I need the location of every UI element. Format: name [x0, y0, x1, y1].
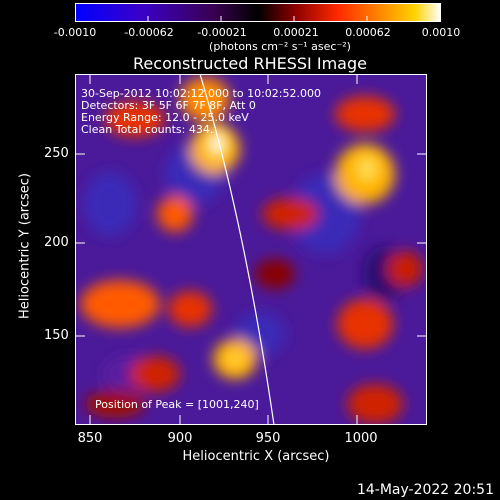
colorbar-tick-label: 0.0010 — [421, 26, 461, 39]
clean-counts-text: Clean Total counts: 434. — [81, 123, 214, 136]
colorbar-unit-label: (photons cm⁻² s⁻¹ asec⁻²) — [209, 40, 351, 53]
peak-position-text: Position of Peak = [1001,240] — [95, 398, 259, 411]
x-tick-label: 850 — [77, 431, 103, 446]
y-tick-label: 200 — [44, 235, 69, 250]
detectors-text: Detectors: 3F 5F 6F 7F 8F, Att 0 — [81, 99, 256, 112]
y-tick-label: 250 — [44, 146, 69, 161]
footer-date: 14-May-2022 20:51 — [356, 482, 494, 498]
x-axis-label: Heliocentric X (arcsec) — [182, 449, 330, 464]
y-tick-label: 150 — [44, 328, 69, 343]
colorbar-tick-label: 0.00062 — [345, 26, 391, 39]
energy-range-text: Energy Range: 12.0 - 25.0 keV — [81, 111, 249, 124]
x-tick-label: 950 — [255, 431, 281, 446]
axis-ticks — [75, 74, 427, 425]
time-range-text: 30-Sep-2012 10:02:12.000 to 10:02:52.000 — [81, 87, 321, 100]
colorbar-tick-label: -0.00021 — [197, 26, 247, 39]
colorbar — [75, 3, 441, 22]
colorbar-tick-label: -0.0010 — [53, 26, 97, 39]
solar-limb-line — [199, 74, 275, 425]
image-blobs — [80, 77, 423, 424]
colorbar-tick-label: 0.00021 — [273, 26, 319, 39]
plot-title: Reconstructed RHESSI Image — [133, 54, 367, 73]
colorbar-tick-label: -0.00062 — [124, 26, 174, 39]
x-tick-label: 900 — [167, 431, 193, 446]
rhessi-image-plot — [75, 74, 427, 425]
y-axis-label: Heliocentric Y (arcsec) — [17, 173, 33, 319]
x-tick-label: 1000 — [344, 431, 378, 446]
